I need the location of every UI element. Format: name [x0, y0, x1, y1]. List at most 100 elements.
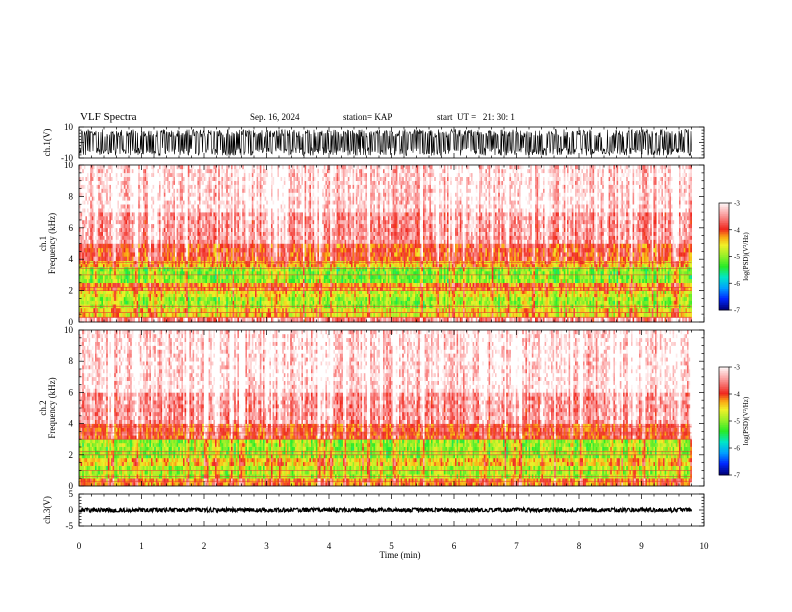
spectrogram-cell — [207, 274, 209, 280]
spectrogram-cell — [160, 216, 163, 221]
spectrogram-cell — [181, 200, 184, 205]
spectrogram-cell — [157, 172, 160, 177]
spectrogram-cell — [259, 188, 262, 193]
spectrogram-cell — [256, 239, 259, 244]
spectrogram-cell — [106, 200, 108, 205]
spectrogram-cell — [256, 172, 259, 177]
spectrogram-cell — [269, 231, 272, 236]
spectrogram-cell — [245, 312, 248, 318]
spectrogram-cell — [251, 168, 254, 174]
spectrogram-cell — [170, 300, 172, 305]
spectrogram-cell — [178, 286, 180, 291]
spectrogram-cell — [152, 212, 155, 217]
spectrogram-cell — [80, 216, 83, 221]
spectrogram-cell — [256, 200, 259, 205]
spectrogram-cell — [114, 290, 116, 294]
spectrogram-cell — [135, 256, 137, 262]
spectrogram-cell — [215, 243, 217, 249]
spectrogram-cell — [272, 263, 275, 268]
spectrogram-cell — [181, 168, 184, 174]
spectrogram-cell — [135, 307, 137, 313]
spectrogram-cell — [123, 216, 126, 221]
spectrogram-cell — [235, 274, 238, 280]
spectrogram-cell — [109, 192, 112, 197]
spectrogram-cell — [258, 267, 260, 272]
spectrogram-cell — [83, 231, 86, 236]
spectrogram-cell — [160, 317, 163, 323]
spectrogram-cell — [272, 271, 275, 276]
spectrogram-cell — [224, 180, 227, 185]
spectrogram-cell — [179, 256, 182, 262]
spectrogram-cell — [115, 180, 118, 185]
spectrogram-cell — [93, 216, 96, 221]
spectrogram-cell — [125, 312, 128, 318]
spectrogram-cell — [117, 168, 120, 174]
spectrogram-cell — [168, 168, 171, 174]
spectrogram-cell — [152, 271, 155, 276]
spectrogram-cell — [227, 256, 230, 262]
spectrogram-cell — [131, 243, 134, 249]
spectrogram-cell — [175, 212, 177, 217]
spectrogram-cell — [243, 252, 246, 257]
spectrogram-cell — [195, 188, 198, 193]
spectrogram-cell — [103, 219, 105, 225]
spectrogram-cell — [160, 176, 163, 181]
spectrogram-cell — [259, 165, 262, 170]
spectrogram-cell — [186, 312, 188, 318]
spectrogram-cell — [195, 300, 198, 305]
spectrogram-cell — [143, 192, 145, 197]
spectrogram-cell — [200, 216, 203, 221]
spectrogram-cell — [103, 256, 105, 262]
spectrogram-cell — [133, 212, 136, 217]
spectrogram-cell — [256, 296, 259, 301]
spectrogram-cell — [239, 219, 241, 225]
spectrogram-cell — [87, 184, 89, 189]
spectrogram-cell — [203, 235, 206, 240]
spectrogram-cell — [154, 286, 156, 291]
spectrogram-cell — [219, 296, 222, 301]
spectrogram-cell — [80, 282, 83, 287]
spectrogram-cell — [256, 286, 259, 291]
spectrogram-cell — [79, 247, 81, 253]
spectrogram-cell — [151, 172, 153, 177]
spectrogram-cell — [232, 252, 235, 257]
spectrogram-cell — [165, 216, 168, 221]
spectrogram-cell — [133, 278, 136, 283]
spectrogram-cell — [91, 200, 94, 205]
spectrogram-cell — [232, 204, 235, 209]
spectrogram-cell — [239, 300, 241, 305]
spectrogram-cell — [195, 293, 198, 298]
spectrogram-cell — [98, 176, 100, 181]
spectrogram-cell — [208, 263, 211, 268]
spectrogram-cell — [256, 263, 259, 268]
spectrogram-cell — [106, 271, 108, 276]
spectrogram-cell — [186, 192, 188, 197]
spectrogram-cell — [223, 282, 225, 287]
spectrogram-cell — [261, 180, 264, 185]
spectrogram-cell — [131, 172, 134, 177]
spectrogram-cell — [104, 180, 107, 185]
spectrogram-cell — [178, 296, 180, 301]
spectrogram-cell — [192, 296, 195, 301]
spectrogram-cell — [168, 293, 171, 298]
spectrogram-cell — [240, 239, 243, 244]
spectrogram-cell — [165, 282, 168, 287]
spectrogram-cell — [226, 208, 228, 213]
spectrogram-cell — [162, 180, 164, 185]
spectrogram-cell — [195, 278, 198, 283]
spectrogram-cell — [245, 219, 248, 225]
spectrogram-cell — [235, 216, 238, 221]
spectrogram-cell — [191, 219, 193, 225]
spectrogram-cell — [224, 192, 227, 197]
spectrogram-cell — [245, 212, 248, 217]
spectrogram-cell — [200, 296, 203, 301]
spectrogram-cell — [154, 231, 156, 236]
spectrogram-cell — [93, 188, 96, 193]
spectrogram-cell — [151, 243, 153, 249]
spectrogram-cell — [239, 188, 241, 193]
spectrogram-cell — [192, 176, 195, 181]
spectrogram-cell — [139, 267, 142, 272]
spectrogram-cell — [264, 200, 267, 205]
spectrogram-cell — [128, 165, 131, 170]
spectrogram-cell — [242, 239, 244, 244]
